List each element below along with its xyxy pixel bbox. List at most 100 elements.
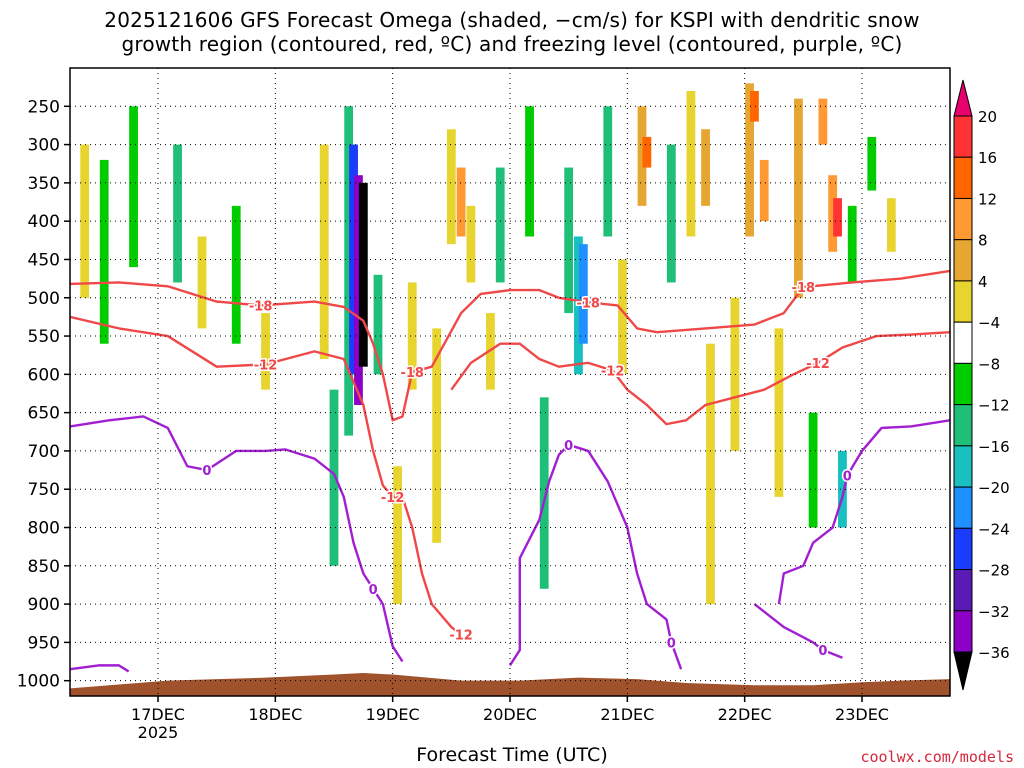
omega-shade-cell — [808, 412, 818, 528]
contour-label: 0 — [202, 464, 211, 479]
contour-label: 0 — [369, 583, 378, 598]
colorbar-swatch — [953, 115, 973, 158]
x-tick-label: 23DEC — [835, 705, 889, 724]
y-tick-label: 250 — [28, 97, 60, 117]
omega-shade-cell — [354, 175, 363, 405]
x-tick-label: 18DEC — [248, 705, 302, 724]
watermark: coolwx.com/models — [860, 748, 1014, 766]
colorbar-swatch — [953, 527, 973, 571]
colorbar-swatch — [953, 404, 973, 447]
omega-shade-cell — [261, 313, 270, 390]
omega-shade-cell — [466, 205, 476, 283]
omega-shade-cell — [574, 236, 583, 375]
contour-label: 0 — [843, 469, 852, 484]
omega-shade-cell — [446, 129, 456, 245]
contour-0c — [70, 415, 404, 663]
omega-shade-cell — [407, 282, 417, 390]
colorbar-swatch — [953, 239, 973, 282]
x-tick-sublabel: 2025 — [138, 723, 179, 742]
y-tick-label: 700 — [28, 442, 60, 462]
omega-shade-cell — [80, 144, 90, 298]
contour-label: 0 — [564, 439, 573, 454]
omega-shade-cell — [730, 297, 740, 451]
contour-label: -18 — [792, 281, 816, 296]
ground-surface — [70, 673, 950, 696]
omega-shade-cell — [838, 450, 847, 528]
colorbar-swatch — [953, 156, 973, 199]
omega-shade-cell — [774, 328, 784, 497]
contour-0cc — [777, 419, 950, 605]
contour-label: -18 — [576, 296, 600, 311]
omega-shade-cell — [828, 175, 838, 252]
colorbar-bottom-arrow — [953, 651, 973, 691]
omega-shade-cell — [329, 389, 339, 566]
omega-shade-cell — [525, 106, 534, 237]
omega-shade-cell — [750, 90, 759, 122]
omega-shade-cell — [745, 83, 754, 237]
omega-shade-cell — [373, 274, 383, 375]
contour-label: -18 — [249, 299, 273, 314]
contour-label: -18 — [400, 366, 424, 381]
y-tick-label: 550 — [28, 327, 60, 347]
omega-shade-cell — [637, 106, 647, 206]
colorbar-label: −12 — [978, 397, 1010, 415]
colorbar-swatch — [953, 280, 973, 323]
omega-shade-cell — [759, 159, 769, 222]
y-tick-label: 800 — [28, 519, 60, 539]
contour-0ce — [753, 603, 843, 659]
omega-shade-cell — [432, 328, 442, 543]
colorbar-label: −24 — [978, 520, 1010, 538]
omega-shade-cell — [231, 205, 241, 344]
contour-label: -12 — [381, 491, 405, 506]
x-tick-label: 20DEC — [483, 705, 537, 724]
x-axis-label: Forecast Time (UTC) — [416, 744, 608, 766]
y-tick-label: 450 — [28, 250, 60, 270]
omega-shade-cell — [847, 205, 857, 283]
colorbar-swatch — [953, 486, 973, 529]
contour-12c — [70, 315, 462, 636]
omega-shade-cell — [794, 98, 803, 298]
colorbar-label: 4 — [978, 273, 988, 291]
y-tick-label: 950 — [28, 633, 60, 653]
contour-label: 0 — [667, 636, 676, 651]
y-tick-label: 900 — [28, 595, 60, 615]
chart-title-line-1: 2025121606 GFS Forecast Omega (shaded, −… — [104, 8, 920, 32]
x-tick-label: 21DEC — [600, 705, 654, 724]
colorbar-label: 12 — [978, 190, 997, 208]
omega-shade-cell — [618, 259, 627, 375]
omega-shade-cell — [358, 182, 368, 367]
y-tick-label: 1000 — [17, 672, 60, 692]
colorbar-label: −20 — [978, 479, 1010, 497]
colorbar-swatch — [953, 362, 973, 406]
omega-shade-cell — [319, 144, 329, 360]
omega-shade-cell — [197, 236, 207, 329]
omega-shade-cell — [867, 136, 877, 191]
y-tick-label: 400 — [28, 212, 60, 232]
omega-shade-cell — [603, 106, 613, 237]
y-tick-label: 300 — [28, 136, 60, 156]
y-tick-label: 600 — [28, 365, 60, 385]
omega-shade-cell — [495, 167, 505, 283]
omega-shade-cell — [393, 466, 402, 605]
omega-shade-cell — [666, 144, 676, 283]
colorbar-swatch — [953, 321, 973, 364]
contour-label: -12 — [806, 357, 830, 372]
contour-label: -12 — [254, 358, 278, 373]
colorbar-label: 8 — [978, 232, 988, 250]
colorbar-label: −4 — [978, 314, 1000, 332]
y-tick-label: 650 — [28, 404, 60, 424]
colorbar-label: −32 — [978, 603, 1010, 621]
colorbar-label: −28 — [978, 562, 1010, 580]
colorbar-label: 16 — [978, 149, 997, 167]
omega-shade-cell — [642, 136, 652, 168]
y-tick-label: 350 — [28, 174, 60, 194]
plot-clip-group — [70, 83, 950, 696]
x-tick-label: 19DEC — [366, 705, 420, 724]
colorbar-label: −36 — [978, 644, 1010, 662]
colorbar-swatch — [953, 197, 973, 241]
omega-shade-cell — [344, 106, 354, 436]
colorbar-swatch — [953, 445, 973, 488]
contour-12cb — [450, 331, 950, 426]
omega-shade-cell — [99, 159, 109, 344]
